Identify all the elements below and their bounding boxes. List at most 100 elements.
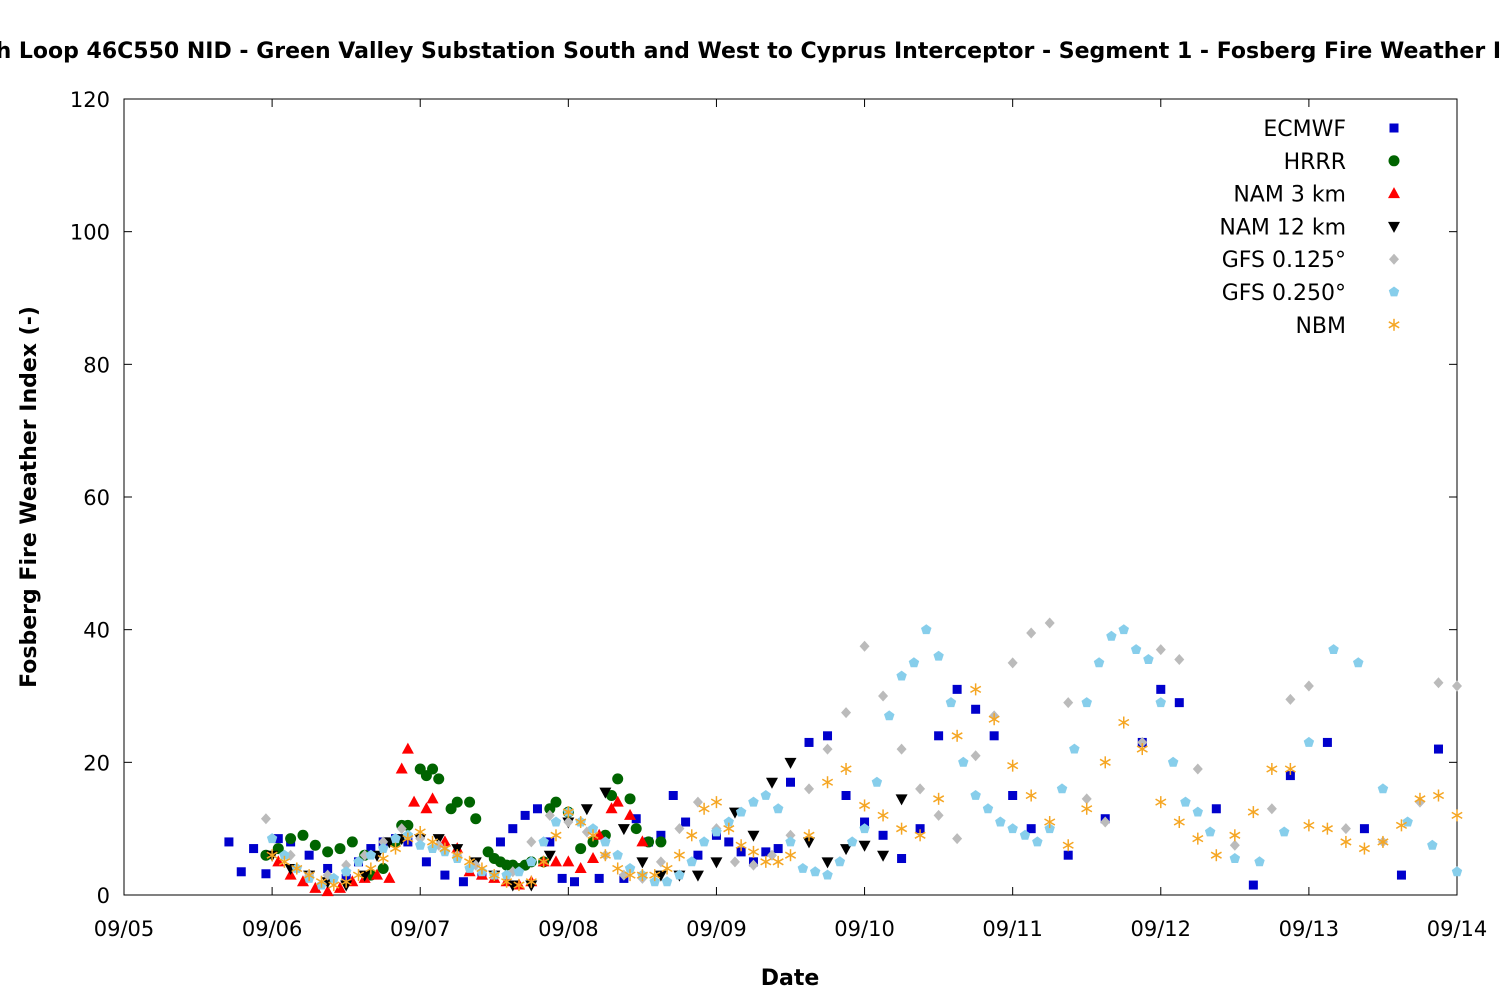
data-point: [1007, 759, 1019, 772]
data-point: [334, 843, 346, 855]
data-point: [587, 823, 599, 834]
data-point: [692, 796, 703, 808]
data-point: [464, 855, 476, 868]
data-point: [1062, 839, 1074, 852]
data-point: [859, 823, 870, 834]
data-point: [1247, 806, 1259, 819]
x-tick-label: 09/05: [94, 917, 155, 941]
data-point: [377, 852, 389, 865]
y-tick-label: 80: [83, 353, 110, 377]
data-point: [315, 875, 328, 888]
legend-label: NAM 3 km: [1233, 183, 1346, 208]
data-point: [915, 824, 925, 834]
data-point: [624, 863, 636, 873]
data-point: [580, 804, 593, 816]
y-tick-label: 0: [97, 884, 110, 908]
data-point: [612, 862, 624, 875]
series-5: [266, 624, 1463, 890]
y-tick-label: 40: [83, 619, 110, 643]
data-point: [636, 835, 649, 847]
data-point: [772, 803, 784, 814]
x-axis: 09/05 09/06 09/07 09/08 09/09 09/10 09/11 09/12…: [94, 99, 1487, 941]
data-point: [378, 836, 389, 848]
data-point: [365, 862, 377, 875]
data-point: [1044, 816, 1056, 829]
data-point: [803, 829, 815, 842]
data-point: [1284, 762, 1296, 775]
data-point: [765, 777, 778, 789]
data-point: [1174, 698, 1184, 708]
data-point: [304, 850, 314, 860]
data-point: [649, 876, 660, 887]
data-point: [1118, 624, 1129, 635]
data-point: [599, 849, 611, 862]
data-point: [1044, 617, 1055, 629]
data-point: [1099, 756, 1111, 769]
data-point: [1427, 839, 1438, 850]
data-point: [451, 796, 463, 808]
data-point: [1358, 842, 1371, 855]
data-point: [303, 869, 315, 882]
data-point: [810, 866, 821, 877]
data-point: [249, 844, 259, 854]
data-point: [439, 842, 451, 855]
y-tick-label: 20: [83, 751, 110, 775]
data-point: [877, 850, 890, 862]
y-tick-label: 60: [83, 486, 110, 510]
data-point: [401, 742, 414, 754]
data-point: [681, 817, 691, 827]
x-tick-label: 09/07: [390, 917, 451, 941]
data-point: [377, 862, 389, 874]
data-point: [470, 813, 482, 825]
data-point: [1155, 796, 1167, 809]
data-point: [921, 624, 932, 635]
data-point: [575, 816, 587, 829]
data-point: [1063, 850, 1073, 860]
x-tick-label: 09/09: [686, 917, 747, 941]
data-point: [1266, 803, 1277, 815]
data-point: [896, 822, 908, 835]
legend: ECMWF HRRR NAM 3 km NAM 12 km GFS 0.125° GFS …: [1219, 117, 1400, 339]
data-point: [1155, 697, 1166, 708]
data-point: [594, 873, 604, 883]
data-point: [691, 870, 704, 882]
data-point: [340, 866, 352, 877]
data-points: [224, 617, 1463, 897]
data-point: [803, 837, 816, 849]
data-point: [1396, 870, 1406, 880]
data-point: [1395, 819, 1408, 832]
legend-label: GFS 0.250°: [1222, 281, 1346, 306]
data-point: [526, 856, 537, 867]
data-point: [1007, 657, 1018, 669]
data-point: [1285, 771, 1295, 781]
data-point: [877, 809, 889, 822]
data-point: [617, 824, 630, 836]
legend-marker: [1388, 221, 1400, 233]
data-point: [1328, 644, 1339, 654]
data-point: [766, 849, 777, 861]
data-point: [426, 792, 439, 804]
data-point: [1192, 832, 1204, 845]
data-point: [402, 832, 414, 845]
data-point: [698, 802, 710, 815]
data-point: [1081, 793, 1092, 805]
data-point: [661, 876, 673, 887]
data-point: [656, 830, 666, 840]
series-4: [260, 617, 1462, 884]
y-axis: 0 20 40 60 80 100 120: [70, 88, 1457, 908]
data-point: [1118, 716, 1130, 729]
data-point: [526, 836, 537, 848]
data-point: [1008, 791, 1018, 800]
data-point: [895, 794, 908, 806]
data-point: [1340, 823, 1351, 835]
data-point: [914, 829, 926, 842]
data-point: [710, 796, 723, 809]
data-point: [1303, 819, 1315, 832]
data-point: [440, 870, 450, 880]
data-point: [1026, 824, 1036, 834]
data-point: [550, 796, 562, 808]
data-point: [574, 861, 587, 873]
data-point: [575, 843, 587, 855]
data-point: [735, 839, 747, 852]
data-point: [1377, 835, 1389, 848]
